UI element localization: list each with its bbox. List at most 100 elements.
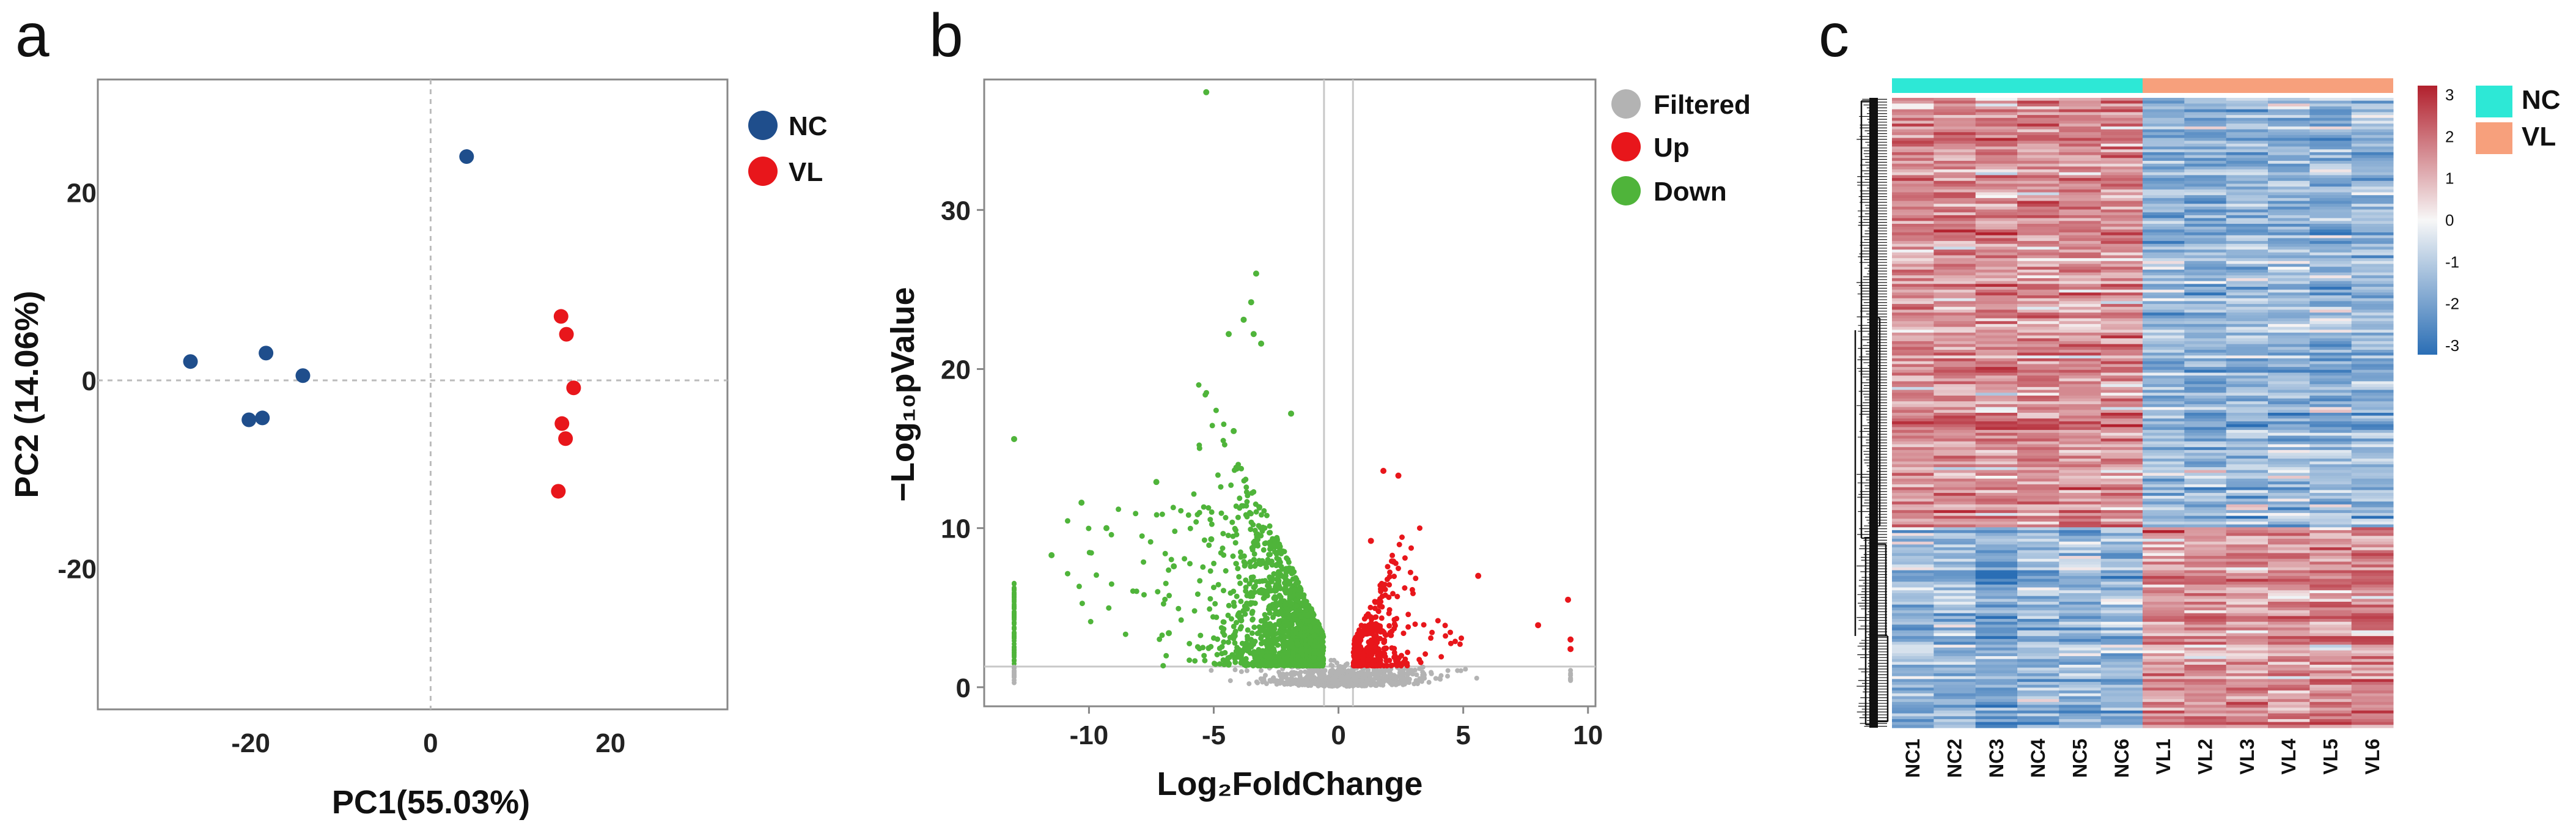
volcano-cloud-point <box>1274 534 1280 541</box>
heatmap-cell <box>2100 498 2143 502</box>
heatmap-cell <box>2268 132 2310 136</box>
heatmap-cell <box>1892 206 1934 210</box>
heatmap-cell <box>1892 410 1934 413</box>
heatmap-cell <box>1934 358 1976 362</box>
heatmap-cell <box>2100 413 2143 416</box>
heatmap-cell <box>2309 295 2352 299</box>
heatmap-cell <box>1975 161 2018 164</box>
heatmap-cell <box>2100 386 2143 391</box>
heatmap-cell <box>1975 447 2018 451</box>
heatmap-cell <box>2017 541 2059 545</box>
legend-marker-up <box>1611 132 1641 161</box>
volcano-cloud-point <box>1198 632 1204 638</box>
heatmap-cell <box>1934 519 1976 522</box>
pca-point-nc-3 <box>295 368 311 383</box>
heatmap-cell <box>2059 155 2102 158</box>
pca-y-tick: 20 <box>67 178 97 208</box>
heatmap-cell <box>2226 258 2269 262</box>
volcano-cloud-point <box>1320 648 1327 654</box>
volcano-cloud-point <box>1429 629 1435 635</box>
heatmap-cell <box>2268 166 2310 170</box>
heatmap-cell <box>1934 444 1976 448</box>
heatmap-cell <box>2184 330 2227 333</box>
heatmap-cell <box>2100 312 2143 316</box>
heatmap-cell <box>2143 476 2185 479</box>
heatmap-cell <box>2059 421 2102 425</box>
volcano-cloud-point <box>1230 553 1236 559</box>
heatmap-cell <box>1934 246 1976 250</box>
heatmap-cell <box>2100 146 2143 150</box>
heatmap-cell <box>2226 375 2269 379</box>
volcano-cloud-point <box>1182 556 1188 562</box>
volcano-cloud-point <box>1235 462 1242 468</box>
heatmap-cell <box>1975 547 2018 551</box>
heatmap-cell <box>1892 430 1934 434</box>
volcano-cloud-point <box>1012 636 1017 641</box>
volcano-cloud-point <box>1194 512 1201 517</box>
heatmap-cell <box>2143 473 2185 476</box>
heatmap-cell <box>2184 232 2227 236</box>
heatmap-cell <box>2143 344 2185 347</box>
heatmap-cell <box>1934 338 1976 342</box>
heatmap-cell <box>2351 301 2394 305</box>
heatmap-cell <box>2268 172 2310 176</box>
heatmap-cell <box>1934 315 1976 319</box>
heatmap-cell <box>1975 444 2018 448</box>
volcano-cloud-point <box>1278 594 1284 600</box>
heatmap-cell <box>2309 541 2352 545</box>
heatmap-cell <box>2017 393 2059 396</box>
heatmap-cell <box>2100 495 2143 500</box>
heatmap-cell <box>2059 407 2102 410</box>
heatmap-cell <box>2017 141 2059 144</box>
volcano-cloud-point <box>1245 492 1251 498</box>
heatmap-cell <box>2226 327 2269 330</box>
heatmap-cell <box>2143 278 2185 282</box>
heatmap-cell <box>1892 352 1934 356</box>
volcano-cloud-point <box>1012 620 1017 626</box>
heatmap-cell <box>2226 312 2269 316</box>
volcano-cloud-point <box>1163 580 1169 586</box>
heatmap-cell <box>2100 112 2143 116</box>
volcano-cloud-point <box>1232 540 1238 546</box>
heatmap-cell <box>2100 261 2143 265</box>
heatmap-cell <box>2226 306 2269 311</box>
pca-point-vl-6 <box>551 484 566 499</box>
volcano-cloud-point <box>1088 550 1094 556</box>
heatmap-cell <box>2017 467 2059 471</box>
heatmap-cell <box>2309 163 2352 167</box>
volcano-cloud-point <box>1269 562 1275 568</box>
heatmap-cell <box>2268 438 2310 442</box>
heatmap-cell <box>2184 350 2227 353</box>
heatmap-cell <box>1934 539 1976 542</box>
heatmap-cell <box>2143 519 2185 522</box>
volcano-cloud-point <box>1356 682 1361 687</box>
heatmap-cell <box>1975 467 2018 471</box>
volcano-cloud-point <box>1372 681 1378 687</box>
heatmap-cell <box>2143 155 2185 158</box>
volcano-cloud-point <box>1213 407 1219 413</box>
heatmap-cell <box>2100 516 2143 519</box>
pca-point-vl-4 <box>554 416 570 431</box>
heatmap-cell <box>1975 146 2018 150</box>
heatmap-cell <box>1934 264 1976 267</box>
heatmap-cell <box>2017 530 2059 534</box>
heatmap-cell <box>2017 410 2059 413</box>
heatmap-cell <box>1892 341 1934 345</box>
heatmap-cell <box>1934 183 1976 187</box>
heatmap-cell <box>2226 421 2269 425</box>
heatmap-cell <box>2100 530 2143 534</box>
heatmap-cell <box>2351 407 2394 410</box>
legend-marker-filtered <box>1611 89 1641 119</box>
heatmap-cell <box>1892 281 1934 284</box>
heatmap-cell <box>2309 384 2352 388</box>
heatmap-cell <box>2351 267 2394 270</box>
heatmap-cell <box>2268 470 2310 473</box>
heatmap-cell <box>2268 295 2310 299</box>
heatmap-cell <box>2017 241 2059 245</box>
heatmap-cell <box>1892 318 1934 322</box>
volcano-cloud-point <box>1445 668 1451 673</box>
heatmap-cell <box>2143 163 2185 167</box>
heatmap-cell <box>2059 453 2102 456</box>
heatmap-cell <box>2268 180 2310 185</box>
heatmap-cell <box>2017 390 2059 393</box>
